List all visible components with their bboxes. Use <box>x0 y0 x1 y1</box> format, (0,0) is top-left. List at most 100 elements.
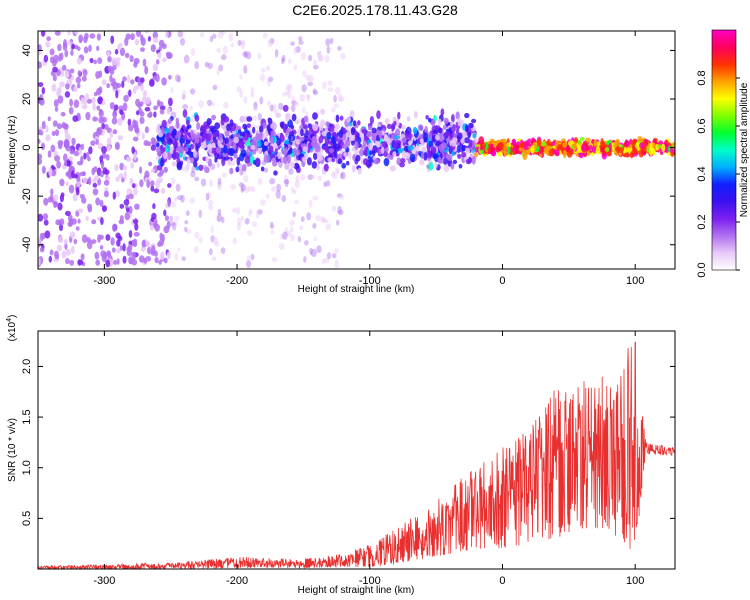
heatmap-cell <box>95 259 101 266</box>
heatmap-cell <box>268 117 273 125</box>
spectrogram-x-axis-label: Height of straight line (km) <box>298 284 415 295</box>
heatmap-cell <box>334 86 341 95</box>
heatmap-cell <box>49 48 55 56</box>
heatmap-cell <box>101 79 107 86</box>
heatmap-cell <box>318 55 325 62</box>
heatmap-cell <box>161 126 165 134</box>
heatmap-cell <box>381 146 385 154</box>
heatmap-cell <box>132 86 137 95</box>
heatmap-cell <box>465 158 471 165</box>
heatmap-cell <box>152 31 158 39</box>
heatmap-cell <box>130 161 135 169</box>
heatmap-cell <box>198 236 203 244</box>
heatmap-cell <box>368 142 374 150</box>
heatmap-cell <box>423 152 428 161</box>
heatmap-cell <box>338 129 344 138</box>
heatmap-cell <box>111 65 117 71</box>
heatmap-cell <box>171 131 176 139</box>
heatmap-cell <box>129 177 134 186</box>
heatmap-cell <box>100 217 104 226</box>
heatmap-cell <box>45 41 51 48</box>
heatmap-cell <box>351 164 356 173</box>
heatmap-cell <box>232 237 237 245</box>
heatmap-cell <box>275 137 282 146</box>
heatmap-cell <box>82 171 86 177</box>
heatmap-cell <box>438 143 445 153</box>
heatmap-cell <box>246 255 252 260</box>
heatmap-cell <box>161 77 167 86</box>
heatmap-cell <box>89 57 94 64</box>
heatmap-cell <box>631 142 635 150</box>
heatmap-cell <box>131 251 137 260</box>
heatmap-cell <box>392 151 397 157</box>
heatmap-cell <box>101 122 105 130</box>
heatmap-cell <box>115 190 120 198</box>
heatmap-cell <box>207 204 214 211</box>
heatmap-cell <box>53 54 59 64</box>
heatmap-cell <box>51 83 57 93</box>
heatmap-cell <box>38 213 44 222</box>
heatmap-cell <box>106 50 111 57</box>
heatmap-cell <box>293 101 300 107</box>
heatmap-cell <box>92 182 98 188</box>
heatmap-cell <box>317 50 323 59</box>
heatmap-cell <box>392 141 399 149</box>
heatmap-cell <box>291 95 296 105</box>
heatmap-cell <box>182 94 186 100</box>
heatmap-cell <box>302 106 306 114</box>
heatmap-cell <box>578 140 582 145</box>
heatmap-cell <box>83 46 89 54</box>
heatmap-cell <box>312 123 319 132</box>
heatmap-cell <box>294 199 299 205</box>
heatmap-cell <box>339 115 344 121</box>
heatmap-cell <box>498 141 504 150</box>
heatmap-cell <box>77 208 84 214</box>
heatmap-cell <box>538 145 544 155</box>
heatmap-cell <box>152 76 157 81</box>
heatmap-cell <box>262 122 267 129</box>
heatmap-cell <box>159 109 165 115</box>
heatmap-cell <box>160 251 165 261</box>
heatmap-cell <box>255 210 260 219</box>
heatmap-cell <box>163 166 168 173</box>
heatmap-cell <box>155 73 160 83</box>
heatmap-cell <box>207 158 212 167</box>
spectrogram-x-ticks: -300 -200 -100 0 100 <box>93 31 644 287</box>
heatmap-cell <box>293 64 298 71</box>
heatmap-cell <box>194 137 200 144</box>
heatmap-cell <box>128 230 133 238</box>
heatmap-cell <box>161 233 165 243</box>
heatmap-cell <box>312 195 319 201</box>
heatmap-cell <box>269 38 275 45</box>
heatmap-cell <box>251 221 257 227</box>
heatmap-cell <box>290 41 295 46</box>
heatmap-cell <box>427 117 432 123</box>
heatmap-cell <box>336 168 340 175</box>
heatmap-cell <box>122 76 127 82</box>
heatmap-cell <box>171 161 177 167</box>
heatmap-cell <box>284 227 289 235</box>
heatmap-cell <box>457 117 462 127</box>
chart-title: C2E6.2025.178.11.43.G28 <box>292 2 458 18</box>
heatmap-cell <box>260 166 265 172</box>
heatmap-cell <box>166 220 171 229</box>
heatmap-cell <box>38 82 44 87</box>
heatmap-cell <box>53 99 59 108</box>
heatmap-cell <box>95 197 101 206</box>
heatmap-cell <box>200 124 206 133</box>
heatmap-cell <box>317 175 323 181</box>
heatmap-cell <box>311 161 318 169</box>
heatmap-cell <box>82 69 88 77</box>
heatmap-cell <box>269 178 276 185</box>
heatmap-cell <box>493 143 497 148</box>
heatmap-cell <box>163 140 167 146</box>
heatmap-cell <box>600 138 604 147</box>
heatmap-cell <box>312 222 317 229</box>
heatmap-cell <box>456 144 461 154</box>
heatmap-cell <box>618 146 624 154</box>
heatmap-cell <box>252 149 257 155</box>
heatmap-cell <box>255 157 261 166</box>
colorbar-tick-label: 0.0 <box>696 262 708 277</box>
heatmap-cell <box>554 149 560 156</box>
